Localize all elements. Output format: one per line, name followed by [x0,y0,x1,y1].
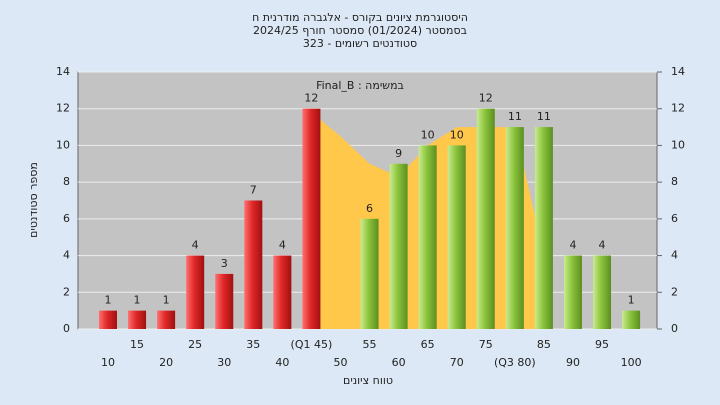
bar [360,218,379,329]
y2-tick-label: 2 [671,285,678,298]
bar [389,163,408,329]
data-label: 12 [479,92,493,105]
bar [593,255,612,329]
y-tick-label: 6 [63,212,70,225]
data-label: 1 [628,294,635,307]
x-tick-label: 15 [130,338,144,351]
x-tick-label: 100 [621,356,642,369]
bar [186,255,205,329]
data-label: 10 [421,128,435,141]
bar [505,127,524,329]
x-tick-label: 20 [159,356,173,369]
y2-tick-label: 14 [671,65,685,78]
x-tick-label: (Q3 80) [494,356,536,369]
x-tick-label: 50 [333,356,347,369]
y2-tick-label: 0 [671,322,678,335]
data-label: 6 [366,202,373,215]
x-tick-label: 25 [188,338,202,351]
x-tick-label: 90 [566,356,580,369]
y-tick-label: 2 [63,285,70,298]
bar [99,310,117,329]
x-tick-label: 10 [101,356,115,369]
data-label: 11 [537,110,551,123]
bar [476,108,495,329]
x-tick-label: 40 [275,356,289,369]
y2-tick-label: 12 [671,102,685,115]
data-label: 1 [134,294,141,307]
bar [157,310,176,329]
y2-tick-label: 4 [671,249,678,262]
x-tick-label: 60 [392,356,406,369]
x-tick-label: 30 [217,356,231,369]
y2-tick-label: 8 [671,175,678,188]
bar [244,200,263,329]
data-label: 11 [508,110,522,123]
x-tick-label: 55 [363,338,377,351]
bar [563,255,582,329]
data-label: 4 [192,239,199,252]
data-label: 4 [599,239,606,252]
data-label: 10 [450,128,464,141]
bar [534,127,553,329]
y-tick-label: 12 [56,102,70,115]
y-tick-label: 4 [63,249,70,262]
y-axis-label: מספר סטודנטים [27,162,40,238]
bar [273,255,292,329]
x-tick-label: (Q1 45) [291,338,333,351]
chart-title: היסטוגרמת ציונים בקורס - אלגברה מודרנית … [252,11,468,24]
x-tick-label: 65 [421,338,435,351]
y-tick-label: 14 [56,65,70,78]
subtitle: בסמסטר (01/2024) סמסטר חורף 2024/25 [253,24,467,37]
data-label: 12 [304,92,318,105]
bar [418,145,437,329]
y2-tick-label: 6 [671,212,678,225]
x-tick-label: 70 [450,356,464,369]
x-tick-label: 35 [246,338,260,351]
annotation: במשימה : Final_B [316,79,404,92]
data-label: 1 [105,294,112,307]
y-tick-label: 10 [56,138,70,151]
y-tick-label: 8 [63,175,70,188]
bar [302,108,321,329]
y2-tick-label: 10 [671,138,685,151]
data-label: 4 [279,239,286,252]
x-tick-label: 85 [537,338,551,351]
data-label: 7 [250,184,257,197]
bar [447,145,466,329]
data-label: 4 [569,239,576,252]
bar [215,273,234,329]
data-label: 3 [221,257,228,270]
bar [128,310,147,329]
data-label: 1 [163,294,170,307]
x-tick-label: 75 [479,338,493,351]
subtitle: סטודנטים רשומים - 323 [303,37,417,50]
y-tick-label: 0 [63,322,70,335]
data-label: 9 [395,147,402,160]
x-tick-label: 95 [595,338,609,351]
x-axis-label: טווח ציונים [343,374,393,387]
bar [622,310,641,329]
